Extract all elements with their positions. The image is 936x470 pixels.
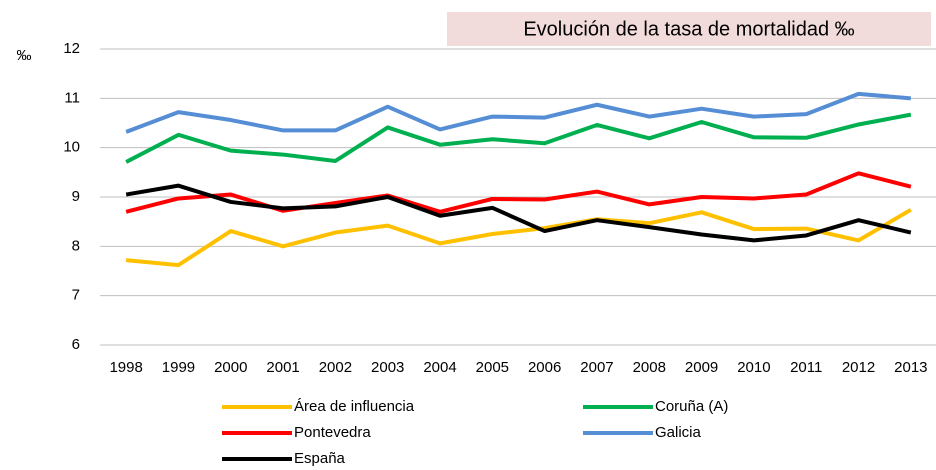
x-tick-label: 2004 [423,359,456,376]
y-tick-label: 9 [72,188,80,205]
x-tick-label: 2001 [266,359,299,376]
legend-label: España [294,450,346,467]
x-tick-label: 2009 [685,359,718,376]
x-tick-label: 2000 [214,359,247,376]
y-tick-label: 6 [72,336,80,353]
x-tick-label: 2005 [476,359,509,376]
chart-title: Evolución de la tasa de mortalidad ‰ [523,18,854,40]
title-box [447,12,931,46]
line-series [125,208,912,268]
legend-label: Pontevedra [294,424,371,441]
y-tick-label: 11 [64,89,80,106]
line-series [125,171,912,214]
x-tick-label: 2011 [790,359,822,376]
legend-label: Área de influencia [294,398,415,415]
x-tick-label: 2013 [894,359,927,376]
x-tick-label: 2002 [319,359,352,376]
line-series [125,91,912,134]
x-tick-label: 2007 [580,359,613,376]
y-tick-label: 7 [72,287,80,304]
x-tick-label: 2008 [633,359,666,376]
x-tick-label: 2003 [371,359,404,376]
legend-label: Coruña (A) [655,398,728,415]
x-tick-label: 2012 [842,359,875,376]
y-tick-label: 10 [63,139,80,156]
y-tick-label: 12 [63,40,80,57]
line-series [125,183,912,243]
legend-label: Galicia [655,424,702,441]
line-series [125,112,912,164]
x-tick-label: 2006 [528,359,561,376]
x-tick-label: 1999 [162,359,195,376]
x-tick-label: 1998 [109,359,142,376]
y-tick-label: 8 [72,237,80,254]
x-tick-label: 2010 [737,359,770,376]
y-axis-label: ‰ [17,47,32,64]
